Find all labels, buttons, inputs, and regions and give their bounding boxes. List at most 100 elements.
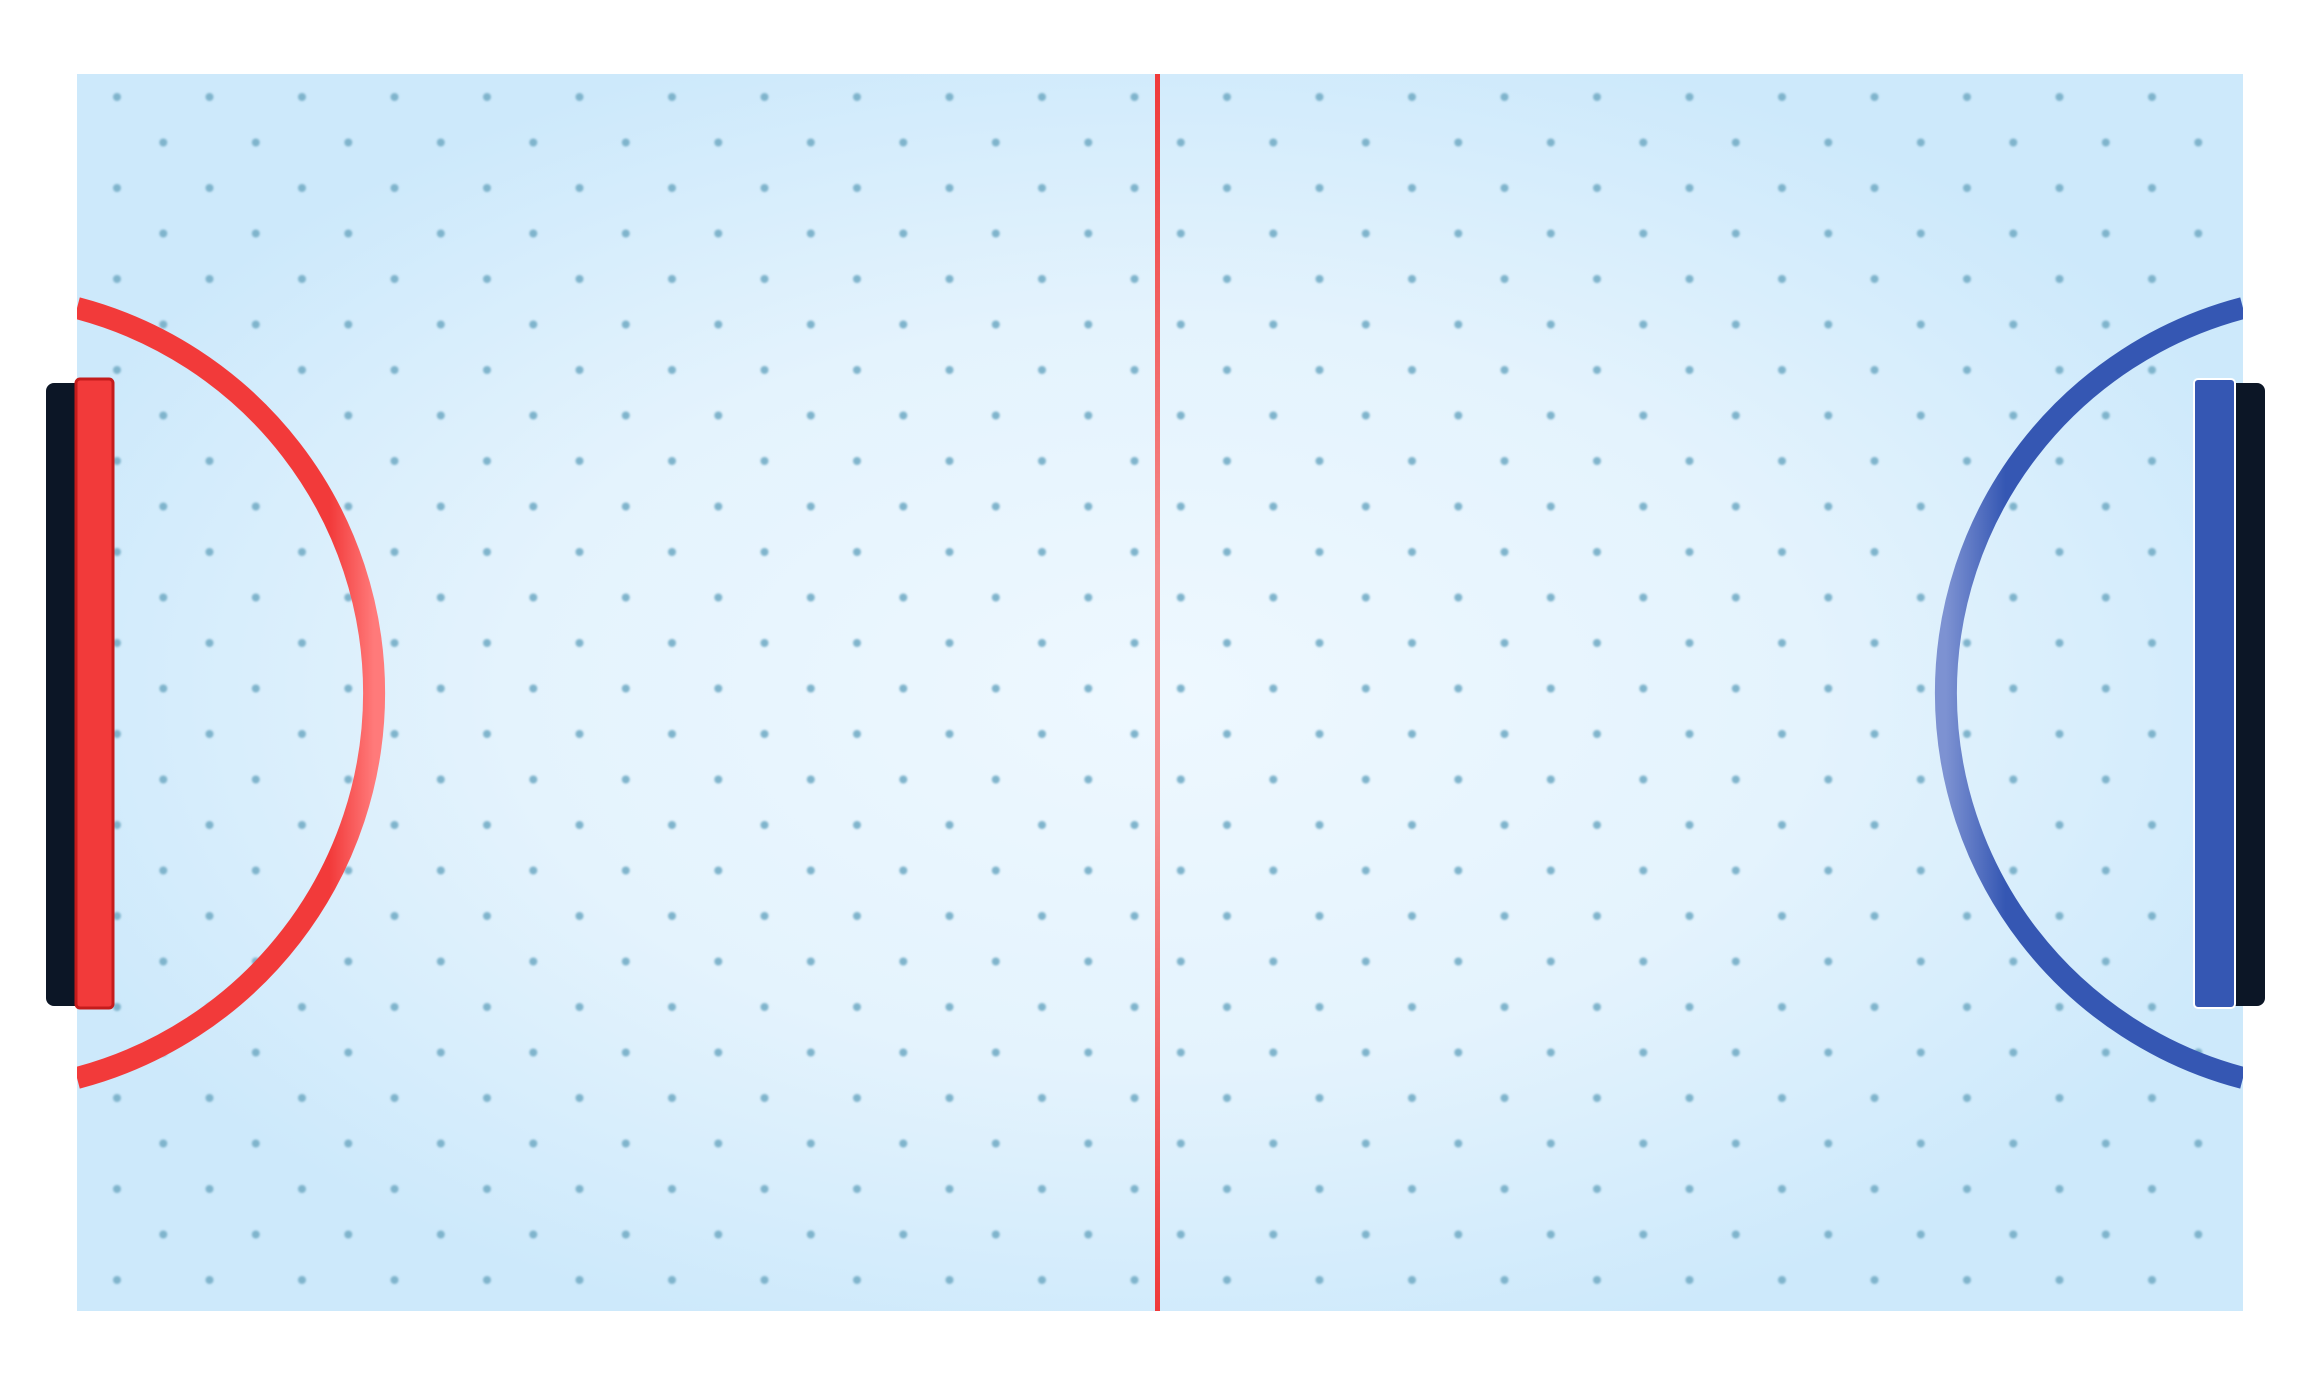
air-hole — [2148, 93, 2156, 101]
air-hole — [1500, 275, 1509, 283]
air-hole — [1639, 684, 1648, 693]
air-hole — [2009, 775, 2018, 784]
air-hole — [1593, 275, 1601, 283]
air-hole — [1223, 1185, 1231, 1193]
air-hole — [575, 912, 584, 920]
air-hole — [853, 366, 861, 374]
air-hole — [2148, 184, 2156, 192]
air-hole — [1269, 1139, 1278, 1148]
air-hole — [806, 229, 815, 238]
air-hole — [1038, 1276, 1046, 1284]
air-hole — [159, 866, 168, 875]
air-hole — [1361, 502, 1370, 511]
air-hole — [390, 366, 399, 374]
air-hole — [483, 184, 491, 192]
air-hole — [991, 229, 1000, 238]
air-hole — [1870, 184, 1879, 192]
air-hole — [1593, 548, 1601, 556]
air-hole — [298, 93, 306, 101]
air-hole — [1454, 684, 1463, 693]
air-hole — [1176, 320, 1185, 329]
air-hole — [2009, 957, 2018, 966]
air-hole — [1176, 593, 1185, 602]
air-hole — [2009, 502, 2018, 511]
air-hole — [1639, 1230, 1648, 1239]
air-hole — [1176, 138, 1185, 147]
air-hole — [1176, 684, 1185, 693]
air-hole — [1916, 1048, 1925, 1057]
air-hole — [853, 1276, 861, 1284]
air-hole — [1593, 93, 1601, 101]
air-hole — [1038, 912, 1046, 920]
air-hole — [714, 775, 723, 784]
air-hole — [1778, 548, 1786, 556]
air-hole — [1315, 93, 1324, 101]
air-hole — [1916, 957, 1925, 966]
air-hole — [251, 138, 260, 147]
air-hole — [344, 502, 353, 511]
air-hole — [436, 775, 445, 784]
air-hole — [113, 457, 121, 465]
air-hole — [714, 593, 723, 602]
air-hole — [991, 411, 1000, 420]
air-hole — [113, 1276, 121, 1284]
air-hole — [1361, 593, 1370, 602]
air-hole — [1731, 684, 1740, 693]
air-hole — [1176, 502, 1185, 511]
air-hole — [621, 229, 630, 238]
air-hole — [344, 1048, 353, 1057]
air-hole — [2101, 684, 2110, 693]
air-hole — [1824, 229, 1833, 238]
air-hole — [1870, 912, 1879, 920]
air-hole — [298, 275, 306, 283]
air-hole — [853, 184, 861, 192]
air-hole — [1084, 502, 1093, 511]
air-holes — [113, 93, 2203, 1284]
air-hole — [1916, 1230, 1925, 1239]
air-hole — [113, 1003, 121, 1011]
air-hole — [2148, 275, 2156, 283]
air-hole — [899, 138, 908, 147]
air-hole — [621, 411, 630, 420]
air-hole — [2148, 639, 2156, 647]
air-hole — [483, 548, 491, 556]
air-hole — [806, 138, 815, 147]
air-hole — [1315, 1185, 1324, 1193]
air-hole — [1731, 866, 1740, 875]
air-hole — [1639, 411, 1648, 420]
air-hole — [1778, 1185, 1786, 1193]
air-hole — [899, 593, 908, 602]
air-hole — [2055, 821, 2064, 829]
air-hole — [390, 548, 399, 556]
air-hole — [575, 639, 584, 647]
air-hole — [436, 684, 445, 693]
air-hole — [1408, 821, 1416, 829]
air-hole — [1639, 775, 1648, 784]
air-hole — [2009, 1139, 2018, 1148]
air-hole — [2101, 957, 2110, 966]
air-hole — [1870, 730, 1879, 738]
air-hole — [2148, 1094, 2156, 1102]
air-hole — [436, 411, 445, 420]
air-hole — [1685, 730, 1694, 738]
air-hole — [159, 138, 168, 147]
air-hole — [1824, 1230, 1833, 1239]
air-hole — [806, 593, 815, 602]
air-hole — [714, 320, 723, 329]
air-hole — [1778, 457, 1786, 465]
air-hole — [205, 457, 214, 465]
air-hole — [1223, 366, 1231, 374]
air-hole — [1084, 1048, 1093, 1057]
air-hole — [945, 93, 954, 101]
air-hole — [344, 320, 353, 329]
air-hole — [251, 1230, 260, 1239]
right-goal — [2193, 378, 2265, 1009]
air-hole — [483, 1094, 491, 1102]
air-hole — [251, 320, 260, 329]
air-hole — [1223, 457, 1231, 465]
air-hole — [1546, 1139, 1555, 1148]
air-hole — [205, 548, 214, 556]
air-hole — [760, 93, 769, 101]
